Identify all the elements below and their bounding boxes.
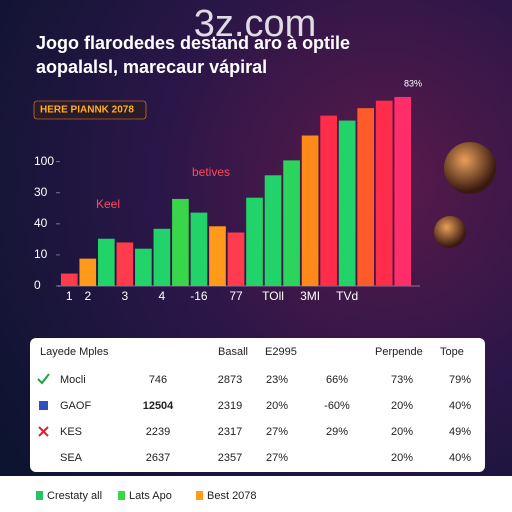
annotation: 83% xyxy=(404,78,422,88)
table-cell: -60% xyxy=(324,400,350,412)
x-tick-label: 3 xyxy=(121,289,128,303)
badge-box xyxy=(33,100,147,120)
y-tick-label: 30 xyxy=(34,185,48,199)
table-header: Tope xyxy=(440,346,464,358)
table-cell: 746 xyxy=(149,374,167,386)
orb xyxy=(434,216,466,248)
table-cell: 2357 xyxy=(218,452,242,464)
table-cell: KES xyxy=(60,426,82,438)
bar xyxy=(264,175,282,286)
x-tick-label: 3MI xyxy=(300,289,320,303)
watermark: 3z.com xyxy=(194,3,316,45)
table-cell: 20% xyxy=(391,452,413,464)
table-header: Layede Mples xyxy=(40,346,109,358)
table-cell: 73% xyxy=(391,374,413,386)
annotation: betives xyxy=(192,165,230,179)
table-cell: 23% xyxy=(266,374,288,386)
table-cell: 20% xyxy=(266,400,288,412)
table-cell: 40% xyxy=(449,400,471,412)
bar xyxy=(153,228,171,286)
bar xyxy=(97,238,115,286)
table-cell: 40% xyxy=(449,452,471,464)
icon-x xyxy=(38,426,49,437)
table-cell: 27% xyxy=(266,426,288,438)
table-cell: 27% xyxy=(266,452,288,464)
x-tick-label: 1 xyxy=(66,289,73,303)
icon-flag xyxy=(39,401,48,410)
icon-check xyxy=(37,373,50,385)
bar xyxy=(394,96,412,286)
legend-swatch xyxy=(118,491,125,500)
table-cell: 79% xyxy=(449,374,471,386)
table-cell: 2317 xyxy=(218,426,242,438)
legend-swatch xyxy=(36,491,43,500)
y-tick-label: 10 xyxy=(34,247,48,261)
table-cell: SEA xyxy=(60,452,83,464)
table-cell: 2319 xyxy=(218,400,242,412)
bar xyxy=(375,100,393,287)
bar xyxy=(338,120,356,286)
table-cell: 2873 xyxy=(218,374,242,386)
table-cell: 20% xyxy=(391,400,413,412)
y-tick-label: 100 xyxy=(34,154,54,168)
table-cell: 66% xyxy=(326,374,348,386)
title: aopalalsl, marecaur vápiral xyxy=(36,57,267,77)
bar xyxy=(190,212,208,286)
x-tick-label: 77 xyxy=(229,289,243,303)
bar xyxy=(116,242,134,286)
x-tick-label: 4 xyxy=(159,289,166,303)
title: Jogo flarodedes destand aro à optile xyxy=(36,33,350,53)
y-tick-label: 0 xyxy=(34,278,41,292)
legend-label: Crestaty all xyxy=(47,490,102,502)
table-cell: 12504 xyxy=(143,400,174,412)
table-cell: 29% xyxy=(326,426,348,438)
table-header: E2995 xyxy=(265,346,297,358)
bar xyxy=(79,258,97,286)
bar xyxy=(283,160,300,286)
bar xyxy=(172,198,189,286)
annotation: Keel xyxy=(96,197,120,211)
legend-bar xyxy=(0,476,512,512)
badge: HERE PIANNK 2078 xyxy=(40,105,134,116)
bar xyxy=(135,248,152,286)
bar xyxy=(320,115,337,286)
table-card xyxy=(30,338,485,472)
table-cell: Mocli xyxy=(60,374,86,386)
bar xyxy=(301,135,319,286)
legend-label: Lats Apo xyxy=(129,490,172,502)
legend-label: Best 2078 xyxy=(207,490,257,502)
table-cell: 20% xyxy=(391,426,413,438)
bar xyxy=(60,273,78,286)
x-tick-label: 2 xyxy=(84,289,91,303)
legend-swatch xyxy=(196,491,203,500)
bar xyxy=(246,197,263,286)
y-tick-label: 40 xyxy=(34,216,48,230)
table-header: Perpende xyxy=(375,346,423,358)
table-cell: 2239 xyxy=(146,426,170,438)
bar xyxy=(227,232,245,286)
table-header: Basall xyxy=(218,346,248,358)
x-tick-label: -16 xyxy=(190,289,208,303)
x-tick-label: TVd xyxy=(336,289,358,303)
orb xyxy=(444,142,496,194)
table-cell: 2637 xyxy=(146,452,170,464)
table-cell: GAOF xyxy=(60,400,91,412)
bar xyxy=(357,108,375,286)
bar xyxy=(209,226,226,286)
x-tick-label: TOll xyxy=(262,289,284,303)
table-cell: 49% xyxy=(449,426,471,438)
